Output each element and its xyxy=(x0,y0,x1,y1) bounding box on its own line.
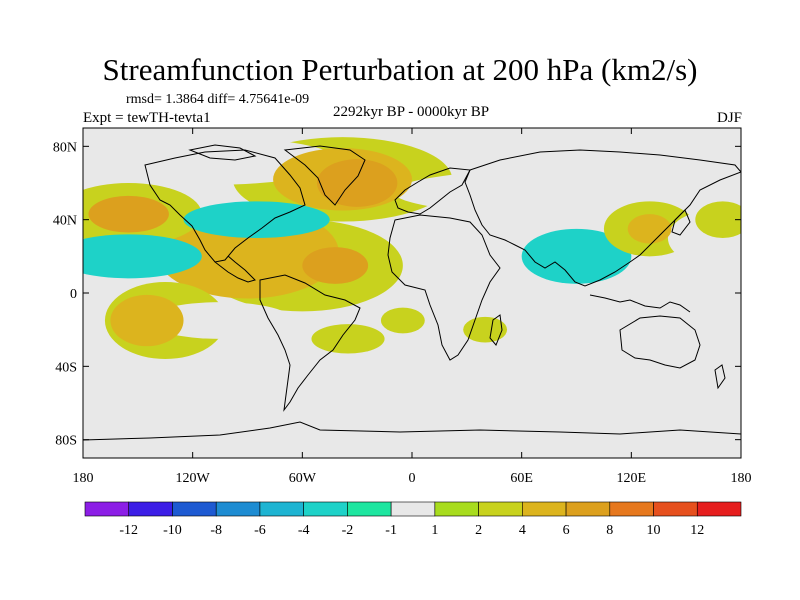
experiment-subtitle: Expt = tewTH-tevta1 xyxy=(83,110,211,126)
coast-asia xyxy=(464,149,741,287)
y-tick-label: 80S xyxy=(55,434,77,449)
colorbar-label: 1 xyxy=(431,523,438,538)
coast-antarctica xyxy=(83,421,741,441)
y-axis: 80N 40N 0 40S 80S xyxy=(53,140,741,449)
contour-region xyxy=(183,201,330,239)
coast-central-america xyxy=(214,255,256,283)
contour-region xyxy=(146,302,294,339)
x-tick-label: 180 xyxy=(73,471,94,486)
coast-indonesia xyxy=(589,294,691,313)
colorbar-swatch xyxy=(259,501,304,517)
contour-region xyxy=(521,228,632,284)
coast-europe xyxy=(394,167,471,215)
contour-region xyxy=(695,201,741,238)
colorbar: -12 -10 -8 -6 -4 -2 -1 1 2 4 6 8 10 12 xyxy=(84,501,742,538)
coast-japan xyxy=(671,209,691,236)
colorbar-swatch xyxy=(303,501,348,517)
colorbar-swatch xyxy=(434,501,479,517)
x-tick-label: 120W xyxy=(176,471,211,486)
colorbar-swatch xyxy=(172,501,217,517)
colorbar-swatch xyxy=(478,501,523,517)
colorbar-swatch xyxy=(653,501,698,517)
colorbar-label: 8 xyxy=(606,523,613,538)
stats-subtitle: rmsd= 1.3864 diff= 4.75641e-09 xyxy=(126,92,310,107)
contour-region xyxy=(631,324,741,372)
colorbar-swatch xyxy=(347,501,392,517)
coast-south-america xyxy=(259,274,361,412)
x-tick-label: 60E xyxy=(510,471,533,486)
chart-title: Streamfunction Perturbation at 200 hPa (… xyxy=(102,52,698,87)
contour-region xyxy=(448,351,540,382)
contour-region xyxy=(311,324,385,354)
colorbar-label: 12 xyxy=(690,523,704,538)
contour-region xyxy=(110,294,184,347)
period-subtitle: 2292kyr BP - 0000kyr BP xyxy=(332,104,490,120)
x-tick-label: 0 xyxy=(409,471,416,486)
contour-region xyxy=(83,234,202,279)
coastlines xyxy=(83,144,741,441)
contour-region xyxy=(316,159,398,207)
colorbar-label: 10 xyxy=(647,523,661,538)
colorbar-swatch xyxy=(696,501,742,517)
coast-north-america xyxy=(144,149,306,263)
colorbar-label: -10 xyxy=(163,523,182,538)
contour-region xyxy=(302,247,369,284)
coast-greenland xyxy=(283,145,366,206)
colorbar-label: -6 xyxy=(254,523,266,538)
x-tick-label: 60W xyxy=(289,471,317,486)
y-tick-label: 80N xyxy=(53,140,77,155)
colorbar-label: 4 xyxy=(519,523,526,538)
coast-new-zealand xyxy=(714,364,726,390)
colorbar-label: -8 xyxy=(210,523,222,538)
coast-arctic-islands xyxy=(188,144,257,161)
colorbar-swatch xyxy=(84,501,130,517)
y-tick-label: 40N xyxy=(53,214,77,229)
colorbar-swatch xyxy=(215,501,261,517)
coast-madagascar xyxy=(489,314,503,346)
colorbar-swatch xyxy=(128,501,173,517)
colorbar-swatch xyxy=(565,501,611,517)
y-tick-label: 40S xyxy=(55,360,77,375)
colorbar-swatch xyxy=(390,501,436,517)
colorbar-swatch xyxy=(609,501,654,517)
y-tick-label: 0 xyxy=(70,287,77,302)
season-subtitle: DJF xyxy=(716,110,742,126)
x-tick-label: 120E xyxy=(617,471,647,486)
coast-africa xyxy=(387,214,501,361)
colorbar-label: 2 xyxy=(475,523,482,538)
colorbar-label: -2 xyxy=(342,523,354,538)
coast-australia xyxy=(619,315,701,369)
colorbar-label: 6 xyxy=(563,523,570,538)
colorbar-label: -12 xyxy=(119,523,138,538)
x-axis: 180 120W 60W 0 60E 120E 180 xyxy=(73,128,752,486)
contour-region xyxy=(380,307,425,334)
colorbar-label: -4 xyxy=(298,523,310,538)
x-tick-label: 180 xyxy=(731,471,752,486)
colorbar-swatch xyxy=(522,501,567,517)
colorbar-label: -1 xyxy=(385,523,397,538)
contour-fields xyxy=(83,137,741,382)
contour-region xyxy=(88,195,169,233)
contour-region xyxy=(627,214,672,244)
